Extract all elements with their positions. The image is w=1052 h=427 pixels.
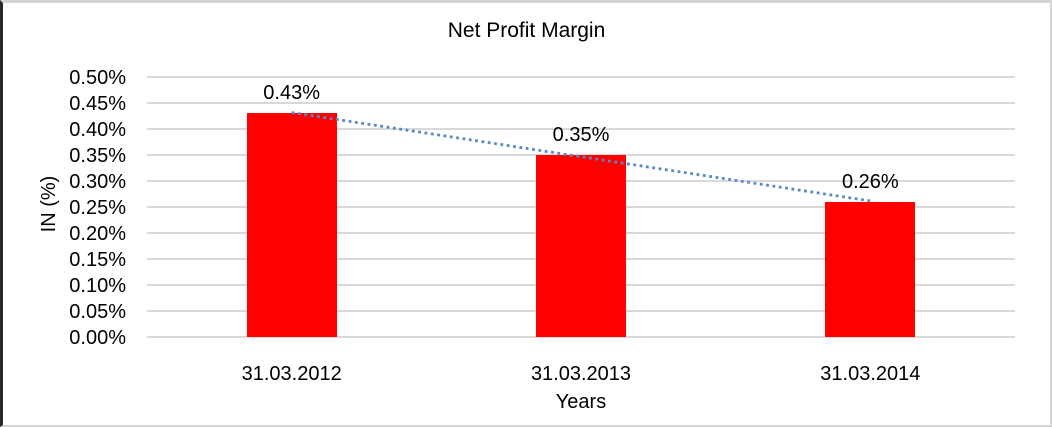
- y-tick-label: 0.15%: [69, 249, 126, 271]
- category-label: 31.03.2012: [241, 363, 342, 385]
- y-tick-label: 0.20%: [69, 223, 126, 245]
- y-tick-label: 0.30%: [69, 171, 126, 193]
- y-tick-label: 0.25%: [69, 197, 126, 219]
- gridline: [147, 336, 1015, 338]
- chart-title: Net Profit Margin: [447, 19, 606, 42]
- y-tick-label: 0.10%: [69, 275, 126, 297]
- x-axis-title: Years: [555, 391, 607, 413]
- y-tick-label: 0.35%: [69, 145, 126, 167]
- data-label: 0.35%: [552, 124, 610, 146]
- y-tick-label: 0.50%: [69, 67, 126, 89]
- y-tick-label: 0.45%: [69, 93, 126, 115]
- bar-31.03.2013: [536, 155, 626, 337]
- bar-31.03.2014: [825, 201, 916, 337]
- category-label: 31.03.2013: [530, 363, 632, 385]
- y-tick-label: 0.00%: [69, 327, 126, 349]
- data-label: 0.26%: [841, 170, 899, 193]
- gridline: [147, 102, 1015, 104]
- gridline: [147, 76, 1015, 78]
- category-label: 31.03.2014: [820, 363, 921, 385]
- bar-31.03.2012: [246, 113, 337, 337]
- data-label: 0.43%: [263, 82, 321, 105]
- y-tick-label: 0.40%: [69, 119, 126, 141]
- y-tick-label: 0.05%: [69, 301, 126, 323]
